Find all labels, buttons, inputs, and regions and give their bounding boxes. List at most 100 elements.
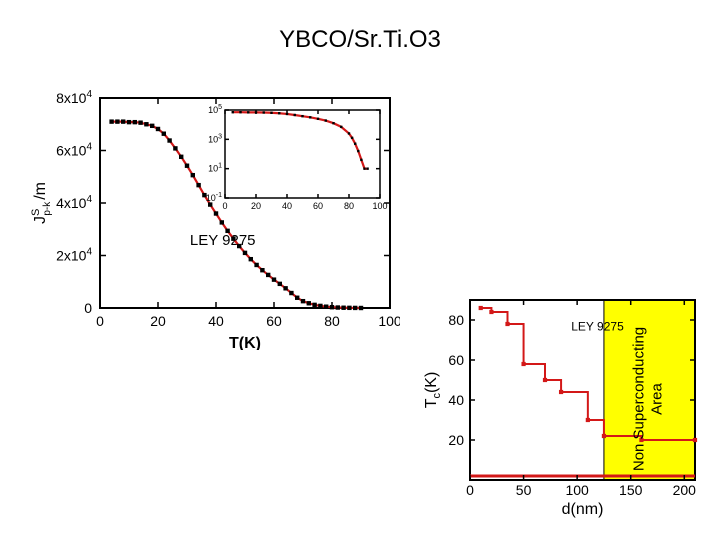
main-chart: 02040608010002x1044x1046x1048x104T(K)JSp…	[30, 80, 400, 350]
data-marker	[254, 263, 258, 267]
data-marker	[162, 132, 166, 136]
step-marker	[586, 418, 590, 422]
step-marker	[505, 322, 509, 326]
step-marker	[559, 390, 563, 394]
inset-marker	[357, 150, 359, 152]
data-marker	[179, 155, 183, 159]
data-marker	[121, 119, 125, 123]
data-marker	[185, 164, 189, 168]
data-marker	[138, 120, 142, 124]
svg-text:4x104: 4x104	[56, 194, 92, 211]
main-chart-svg: 02040608010002x1044x1046x1048x104T(K)JSp…	[30, 80, 400, 350]
data-marker	[278, 282, 282, 286]
svg-text:80: 80	[448, 312, 464, 328]
inset-marker	[317, 118, 319, 120]
data-marker	[173, 146, 177, 150]
data-marker	[133, 120, 137, 124]
data-marker	[336, 305, 340, 309]
data-marker	[115, 119, 119, 123]
svg-text:0: 0	[222, 201, 227, 211]
data-marker	[237, 244, 241, 248]
svg-text:40: 40	[208, 313, 224, 329]
data-marker	[307, 301, 311, 305]
data-marker	[289, 291, 293, 295]
non-sc-label-line1: Non Superconducting	[630, 327, 647, 471]
step-marker	[521, 362, 525, 366]
data-marker	[144, 122, 148, 126]
svg-text:101: 101	[208, 163, 222, 174]
x-axis-label: d(nm)	[562, 501, 604, 518]
inset-marker	[270, 112, 272, 114]
sample-label: LEY 9275	[571, 320, 624, 334]
step-marker	[479, 306, 483, 310]
data-marker	[324, 304, 328, 308]
tc-vs-d-chart: 05010015020020406080d(nm)Tc(K)LEY 9275No…	[420, 290, 710, 520]
inset-marker	[366, 167, 368, 169]
svg-text:100: 100	[372, 201, 387, 211]
inset-marker	[278, 112, 280, 114]
inset-marker	[351, 137, 353, 139]
data-marker	[353, 306, 357, 310]
data-marker	[359, 306, 363, 310]
data-marker	[214, 211, 218, 215]
data-marker	[191, 173, 195, 177]
data-marker	[156, 127, 160, 131]
svg-text:10-1: 10-1	[206, 192, 222, 203]
svg-text:40: 40	[282, 201, 292, 211]
data-marker	[249, 257, 253, 261]
tc-chart-svg: 05010015020020406080d(nm)Tc(K)LEY 9275No…	[420, 290, 710, 520]
data-marker	[283, 286, 287, 290]
data-marker	[341, 306, 345, 310]
svg-text:80: 80	[344, 201, 354, 211]
svg-text:20: 20	[251, 201, 261, 211]
inset-frame	[225, 110, 380, 198]
svg-text:200: 200	[673, 482, 697, 498]
inset-marker	[239, 111, 241, 113]
data-marker	[231, 237, 235, 241]
data-marker	[208, 202, 212, 206]
svg-text:103: 103	[208, 133, 222, 144]
svg-text:20: 20	[150, 313, 166, 329]
inset-marker	[363, 167, 365, 169]
svg-text:8x104: 8x104	[56, 89, 92, 106]
svg-text:80: 80	[324, 313, 340, 329]
svg-text:50: 50	[516, 482, 532, 498]
inset-marker	[340, 126, 342, 128]
data-marker	[330, 305, 334, 309]
data-marker	[260, 268, 264, 272]
svg-text:40: 40	[448, 392, 464, 408]
inset-marker	[301, 115, 303, 117]
inset-marker	[263, 111, 265, 113]
page-title: YBCO/Sr.Ti.O3	[0, 26, 720, 54]
step-marker	[602, 434, 606, 438]
data-marker	[167, 138, 171, 142]
data-marker	[243, 251, 247, 255]
svg-text:60: 60	[313, 201, 323, 211]
svg-text:2x104: 2x104	[56, 247, 92, 264]
data-marker	[312, 303, 316, 307]
data-marker	[301, 299, 305, 303]
sample-label: LEY 9275	[190, 232, 256, 249]
svg-text:105: 105	[208, 104, 222, 115]
inset-marker	[325, 119, 327, 121]
data-marker	[220, 220, 224, 224]
svg-text:150: 150	[619, 482, 643, 498]
data-marker	[318, 304, 322, 308]
data-marker	[127, 120, 131, 124]
data-marker	[347, 306, 351, 310]
svg-text:60: 60	[266, 313, 282, 329]
y-axis-label: Tc(K)	[423, 372, 443, 409]
svg-text:100: 100	[565, 482, 589, 498]
svg-text:20: 20	[448, 432, 464, 448]
inset-marker	[255, 111, 257, 113]
inset-marker	[286, 113, 288, 115]
inset-marker	[294, 114, 296, 116]
step-marker	[543, 378, 547, 382]
inset-marker	[354, 143, 356, 145]
data-marker	[150, 124, 154, 128]
data-marker	[272, 277, 276, 281]
data-marker	[225, 229, 229, 233]
y-axis-label: JSp-k/m	[30, 182, 53, 224]
svg-text:60: 60	[448, 352, 464, 368]
inset-marker	[247, 111, 249, 113]
